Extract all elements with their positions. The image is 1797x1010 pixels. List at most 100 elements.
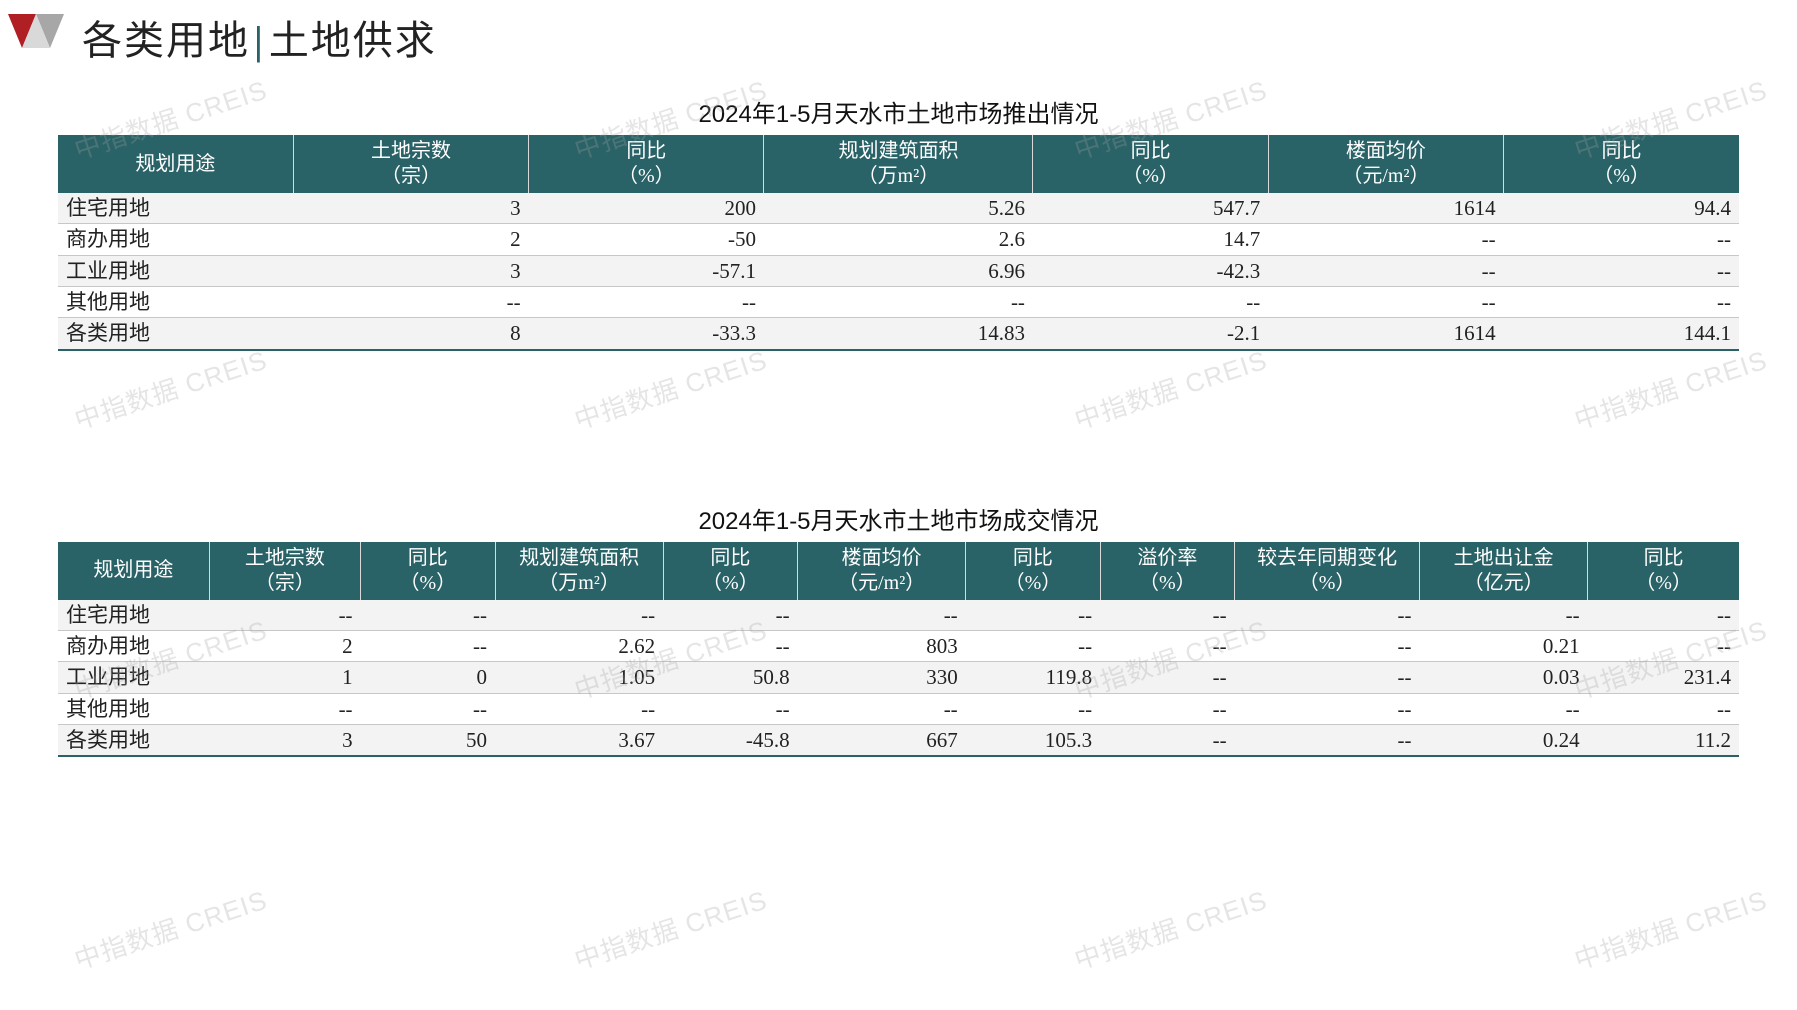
row-label: 工业用地 xyxy=(58,662,209,693)
cell-value: -- xyxy=(1504,255,1739,286)
cell-value: -- xyxy=(1420,600,1588,631)
cell-value: 803 xyxy=(798,631,966,662)
table1-col-header: 同比（%） xyxy=(1033,135,1268,193)
header-text: 土地宗数 xyxy=(371,140,451,162)
cell-value: -- xyxy=(209,600,360,631)
table1-head: 规划用途土地宗数（宗）同比（%）规划建筑面积（万m²）同比（%）楼面均价（元/m… xyxy=(58,135,1739,193)
cell-value: -42.3 xyxy=(1033,255,1268,286)
header-text: 土地出让金 xyxy=(1454,547,1554,569)
cell-value: -- xyxy=(663,600,797,631)
table2-col-header: 楼面均价（元/m²） xyxy=(798,542,966,600)
cell-value: -- xyxy=(1235,662,1420,693)
cell-value: 1614 xyxy=(1268,193,1503,224)
cell-value: 2 xyxy=(293,224,528,255)
table-row: 商办用地2--2.62--803------0.21-- xyxy=(58,631,1739,662)
cell-value: -- xyxy=(1235,600,1420,631)
cell-value: 6.96 xyxy=(764,255,1033,286)
table-row: 各类用地8-33.314.83-2.11614144.1 xyxy=(58,318,1739,350)
table2-col-header: 同比（%） xyxy=(361,542,495,600)
table2-col-header: 规划用途 xyxy=(58,542,209,600)
cell-value: -- xyxy=(1100,693,1234,724)
table1-col-header: 规划建筑面积（万m²） xyxy=(764,135,1033,193)
header-text: 楼面均价 xyxy=(842,547,922,569)
content-area: 2024年1-5月天水市土地市场推出情况 规划用途土地宗数（宗）同比（%）规划建… xyxy=(0,94,1797,757)
header-text: 规划建筑面积 xyxy=(519,547,639,569)
watermark-text: 中指数据 CREIS xyxy=(1569,880,1771,977)
cell-value: 3 xyxy=(209,725,360,757)
table1-block: 2024年1-5月天水市土地市场推出情况 规划用途土地宗数（宗）同比（%）规划建… xyxy=(58,94,1739,351)
cell-value: 94.4 xyxy=(1504,193,1739,224)
cell-value: -33.3 xyxy=(529,318,764,350)
table-row: 商办用地2-502.614.7---- xyxy=(58,224,1739,255)
table2-block: 2024年1-5月天水市土地市场成交情况 规划用途土地宗数（宗）同比（%）规划建… xyxy=(58,501,1739,758)
table2-col-header: 土地宗数 （宗） xyxy=(209,542,360,600)
header-text: （宗） xyxy=(255,572,315,594)
header-text: 溢价率 xyxy=(1137,547,1197,569)
cell-value: 105.3 xyxy=(966,725,1100,757)
cell-value: -- xyxy=(293,287,528,318)
cell-value: -- xyxy=(663,693,797,724)
header-text: 规划建筑面积 xyxy=(838,140,958,162)
row-label: 各类用地 xyxy=(58,318,293,350)
header-text: 楼面均价 xyxy=(1346,140,1426,162)
cell-value: -- xyxy=(1420,693,1588,724)
header-text: 较去年同期变化 xyxy=(1257,547,1397,569)
header-text: （%） xyxy=(1635,572,1692,594)
title-part2: 土地供求 xyxy=(269,18,437,63)
cell-value: -- xyxy=(966,693,1100,724)
table-row: 各类用地3503.67-45.8667105.3----0.2411.2 xyxy=(58,725,1739,757)
cell-value: -- xyxy=(495,693,663,724)
header-text: （万m²） xyxy=(538,572,620,594)
watermark-text: 中指数据 CREIS xyxy=(569,880,771,977)
cell-value: 3 xyxy=(293,193,528,224)
row-label: 商办用地 xyxy=(58,224,293,255)
header-text: 同比 xyxy=(1644,547,1684,569)
header-text: 规划用途 xyxy=(135,153,215,175)
table2-col-header: 规划建筑面积 （万m²） xyxy=(495,542,663,600)
cell-value: -- xyxy=(1100,631,1234,662)
header-text: 同比 xyxy=(408,547,448,569)
table1-col-header: 楼面均价（元/m²） xyxy=(1268,135,1503,193)
row-label: 商办用地 xyxy=(58,631,209,662)
cell-value: -- xyxy=(1033,287,1268,318)
cell-value: 0.21 xyxy=(1420,631,1588,662)
cell-value: -- xyxy=(798,693,966,724)
header-text: 土地宗数 xyxy=(245,547,325,569)
cell-value: -- xyxy=(361,600,495,631)
cell-value: -57.1 xyxy=(529,255,764,286)
cell-value: 50 xyxy=(361,725,495,757)
table1-body: 住宅用地32005.26547.7161494.4商办用地2-502.614.7… xyxy=(58,193,1739,350)
cell-value: -50 xyxy=(529,224,764,255)
table2-col-header: 同比（%） xyxy=(663,542,797,600)
cell-value: 0.24 xyxy=(1420,725,1588,757)
header-text: 同比 xyxy=(710,547,750,569)
table1: 规划用途土地宗数（宗）同比（%）规划建筑面积（万m²）同比（%）楼面均价（元/m… xyxy=(58,135,1739,351)
table2-head: 规划用途土地宗数（宗）同比（%）规划建筑面积（万m²）同比（%）楼面均价（元/m… xyxy=(58,542,1739,600)
cell-value: 1 xyxy=(209,662,360,693)
row-label: 住宅用地 xyxy=(58,600,209,631)
cell-value: -- xyxy=(495,600,663,631)
title-part1: 各类用地 xyxy=(82,18,250,63)
row-label: 其他用地 xyxy=(58,287,293,318)
cell-value: -- xyxy=(1268,224,1503,255)
page-header: 各类用地|土地供求 xyxy=(0,0,1797,64)
header-text: 同比 xyxy=(626,140,666,162)
table2-body: 住宅用地--------------------商办用地2--2.62--803… xyxy=(58,600,1739,757)
cell-value: 0.03 xyxy=(1420,662,1588,693)
table2-col-header: 较去年同期变化（%） xyxy=(1235,542,1420,600)
cell-value: -- xyxy=(361,631,495,662)
cell-value: -- xyxy=(1235,693,1420,724)
cell-value: 2 xyxy=(209,631,360,662)
header-text: （%） xyxy=(1139,572,1196,594)
table-row: 住宅用地-------------------- xyxy=(58,600,1739,631)
header-text: 同比 xyxy=(1131,140,1171,162)
cell-value: 14.7 xyxy=(1033,224,1268,255)
table1-col-header: 土地宗数（宗） xyxy=(293,135,528,193)
cell-value: -- xyxy=(1100,600,1234,631)
cell-value: 3 xyxy=(293,255,528,286)
cell-value: 547.7 xyxy=(1033,193,1268,224)
watermark-text: 中指数据 CREIS xyxy=(1069,880,1271,977)
table-row: 住宅用地32005.26547.7161494.4 xyxy=(58,193,1739,224)
cell-value: 5.26 xyxy=(764,193,1033,224)
cell-value: -45.8 xyxy=(663,725,797,757)
